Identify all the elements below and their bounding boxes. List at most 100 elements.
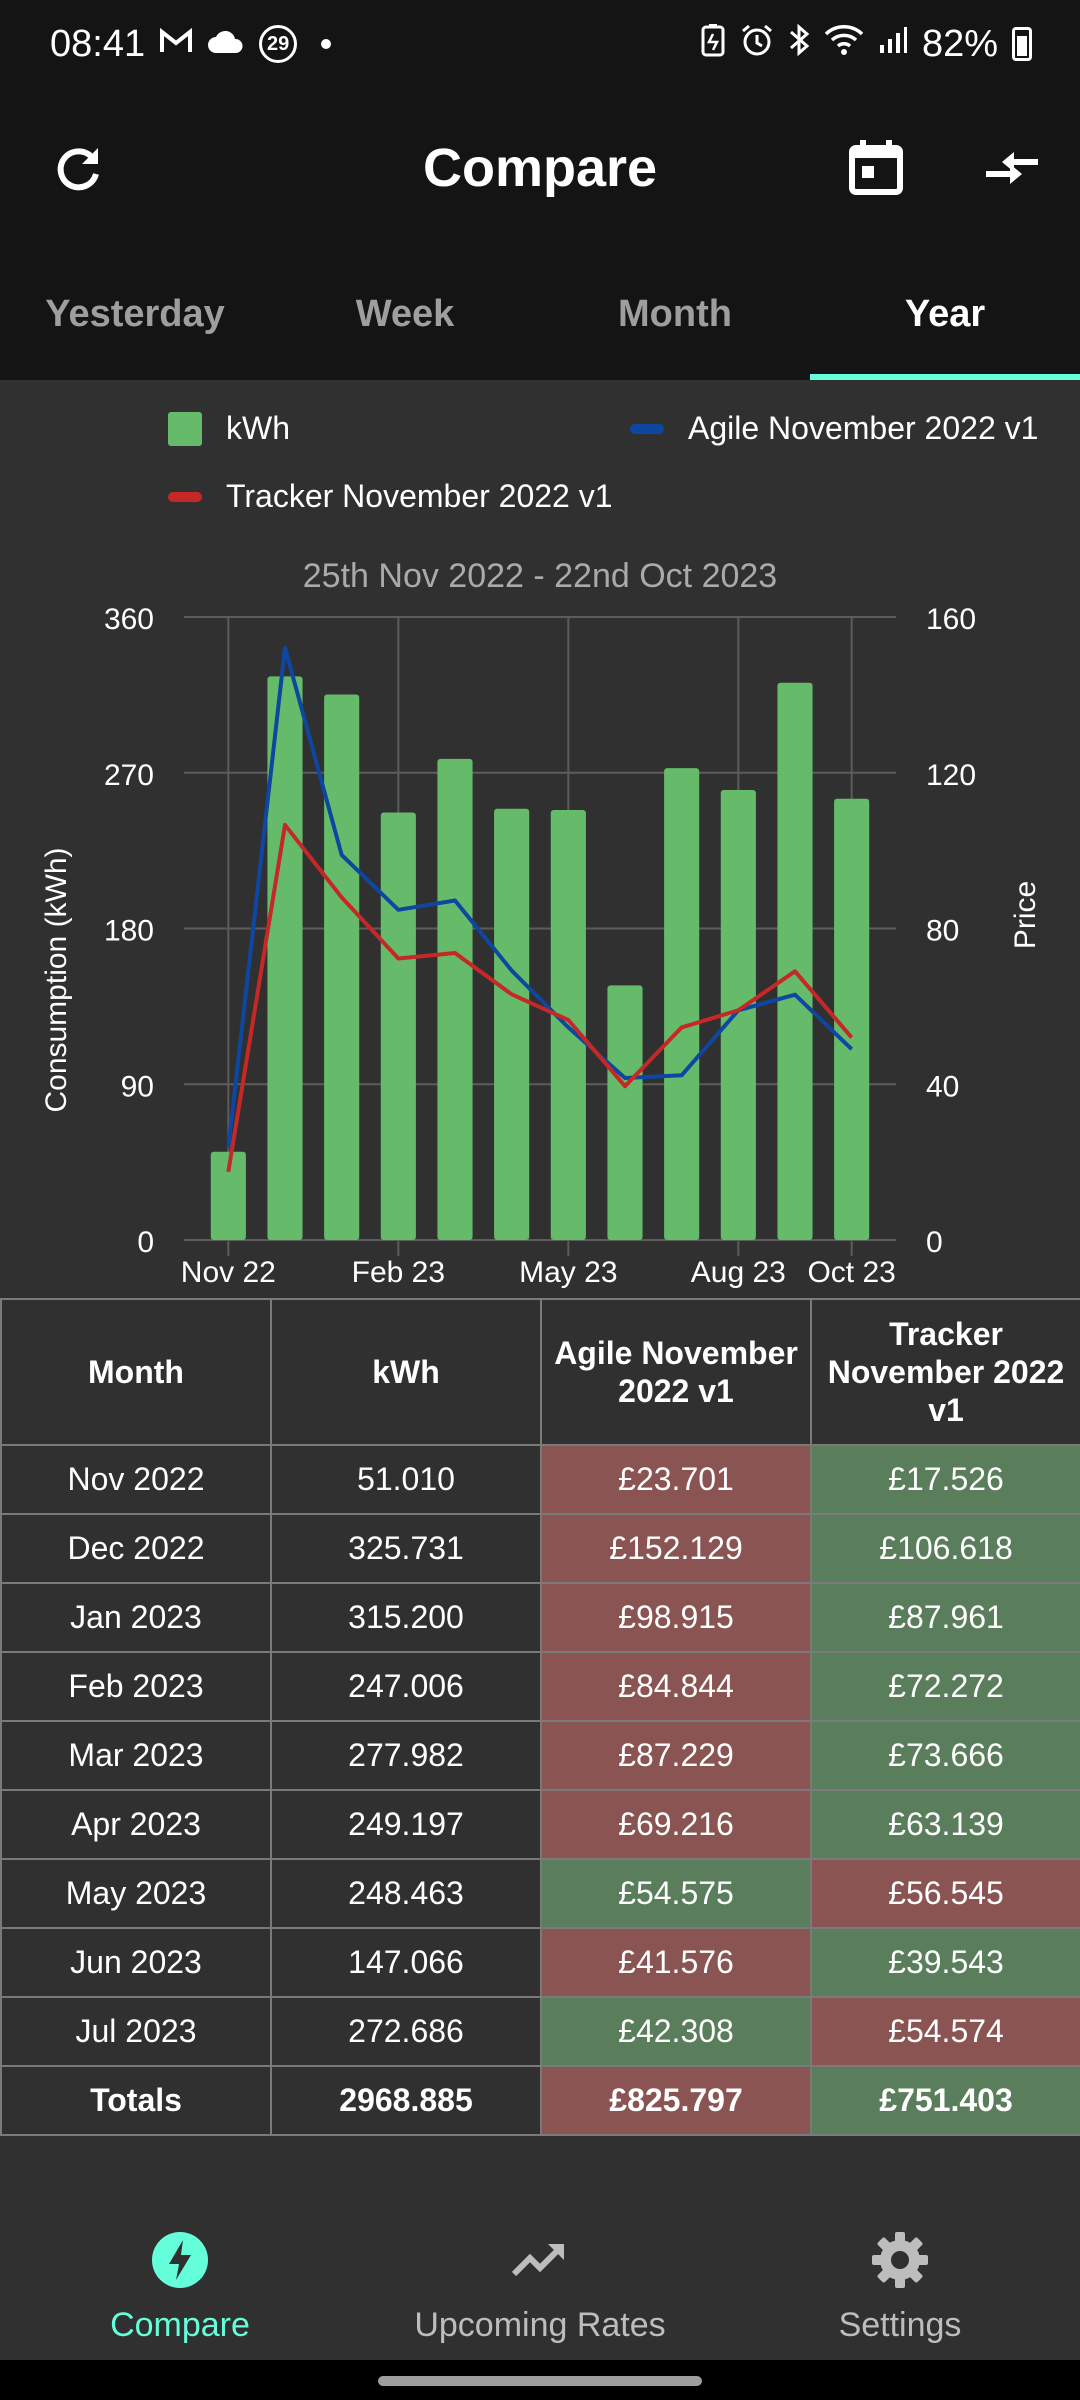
dot-icon: [321, 39, 332, 49]
app-bar: Compare: [0, 88, 1080, 248]
status-time: 08:41: [50, 22, 146, 65]
cell-kwh: 247.006: [270, 1651, 542, 1722]
compare-button[interactable]: [972, 128, 1052, 208]
chart-title: 25th Nov 2022 - 22nd Oct 2023: [303, 557, 777, 595]
cell-kwh: 325.731: [270, 1513, 542, 1584]
tab-label: Month: [618, 292, 732, 335]
cell-month: May 2023: [0, 1858, 272, 1929]
cell-kwh: 272.686: [270, 1996, 542, 2067]
column-header-month[interactable]: Month: [0, 1298, 272, 1446]
cell-month: Dec 2022: [0, 1513, 272, 1584]
tab-week[interactable]: Week: [270, 248, 540, 380]
battery-icon: [1012, 27, 1032, 61]
legend-swatch: [630, 423, 664, 434]
y-tick-label: 90: [121, 1070, 154, 1103]
cell-totals-tracker: £751.403: [810, 2065, 1080, 2136]
bar-kwh: [267, 676, 303, 1240]
cell-tracker-cost: £39.543: [810, 1927, 1080, 1998]
line-agile: [226, 645, 854, 1148]
column-header-agile[interactable]: Agile November 2022 v1: [540, 1298, 812, 1446]
cell-totals-kwh: 2968.885: [270, 2065, 542, 2136]
nav-label: Compare: [110, 2306, 250, 2344]
cell-month: Jan 2023: [0, 1582, 272, 1653]
gesture-bar: [0, 2360, 1080, 2400]
y2-tick-label: 160: [926, 603, 976, 636]
cell-totals-label: Totals: [0, 2065, 272, 2136]
comparison-table: Month kWh Agile November 2022 v1 Tracker…: [0, 1298, 1080, 2136]
gmail-icon: [159, 26, 193, 63]
cell-tracker-cost: £87.961: [810, 1582, 1080, 1653]
column-header-tracker[interactable]: Tracker November 2022 v1: [810, 1298, 1080, 1446]
nav-settings[interactable]: Settings: [720, 2140, 1080, 2360]
cell-month: Jun 2023: [0, 1927, 272, 1998]
battery-percent: 82%: [921, 22, 998, 65]
cell-tracker-cost: £63.139: [810, 1789, 1080, 1860]
bluetooth-icon: [788, 23, 810, 65]
chart-y2label: Price: [1009, 881, 1042, 949]
legend-label: kWh: [226, 410, 290, 446]
cell-tracker-cost: £17.526: [810, 1444, 1080, 1515]
table-row: Nov 2022 51.010 £23.701 £17.526: [0, 1444, 1080, 1515]
cell-month: Feb 2023: [0, 1651, 272, 1722]
x-tick-label: May 23: [519, 1256, 617, 1289]
legend-agile[interactable]: Agile November 2022 v1: [630, 410, 1038, 447]
refresh-button[interactable]: [38, 128, 118, 208]
legend-tracker[interactable]: Tracker November 2022 v1: [168, 478, 613, 515]
table-row: Jun 2023 147.066 £41.576 £39.543: [0, 1927, 1080, 1998]
bar-kwh: [607, 985, 643, 1240]
tab-label: Week: [355, 292, 455, 335]
cell-agile-cost: £69.216: [540, 1789, 812, 1860]
table-row: Jul 2023 272.686 £42.308 £54.574: [0, 1996, 1080, 2067]
cell-month: Nov 2022: [0, 1444, 272, 1515]
bar-kwh: [834, 798, 870, 1240]
tab-label: Yesterday: [45, 292, 225, 335]
cell-month: Mar 2023: [0, 1720, 272, 1791]
bar-kwh: [777, 682, 813, 1240]
nav-label: Settings: [838, 2306, 962, 2344]
tab-year[interactable]: Year: [810, 248, 1080, 380]
cell-kwh: 315.200: [270, 1582, 542, 1653]
table-row: Jan 2023 315.200 £98.915 £87.961: [0, 1582, 1080, 1653]
table-row: Feb 2023 247.006 £84.844 £72.272: [0, 1651, 1080, 1722]
bar-kwh: [437, 758, 473, 1240]
cloud-icon: [207, 26, 245, 63]
status-bar: 08:41 29 82%: [0, 0, 1080, 88]
gear-icon: [870, 2230, 930, 2290]
legend-label: Tracker November 2022 v1: [226, 478, 613, 514]
nav-label: Upcoming Rates: [414, 2306, 666, 2344]
column-header-kwh[interactable]: kWh: [270, 1298, 542, 1446]
table-row: Dec 2022 325.731 £152.129 £106.618: [0, 1513, 1080, 1584]
x-tick-label: Nov 22: [181, 1256, 276, 1289]
y-tick-label: 0: [137, 1226, 154, 1259]
cell-agile-cost: £23.701: [540, 1444, 812, 1515]
bolt-icon: [150, 2230, 210, 2290]
x-tick-label: Aug 23: [691, 1256, 786, 1289]
x-tick-label: Oct 23: [807, 1256, 895, 1289]
legend-kwh[interactable]: kWh: [168, 410, 290, 447]
line-tracker: [226, 822, 854, 1173]
nav-upcoming-rates[interactable]: Upcoming Rates: [360, 2140, 720, 2360]
wifi-icon: [824, 24, 864, 64]
nav-compare[interactable]: Compare: [0, 2140, 360, 2360]
cell-kwh: 248.463: [270, 1858, 542, 1929]
home-gesture-handle[interactable]: [378, 2376, 702, 2386]
calendar-icon: [849, 140, 903, 195]
legend-swatch: [168, 491, 202, 502]
chart-ylabel: Consumption (kWh): [40, 847, 73, 1112]
bottom-navigation: Compare Upcoming Rates Settings: [0, 2140, 1080, 2360]
notification-badge-icon: 29: [259, 25, 298, 63]
tab-yesterday[interactable]: Yesterday: [0, 248, 270, 380]
cell-kwh: 249.197: [270, 1789, 542, 1860]
date-picker-button[interactable]: [836, 128, 916, 208]
cell-kwh: 147.066: [270, 1927, 542, 1998]
alarm-icon: [740, 23, 774, 65]
legend-label: Agile November 2022 v1: [688, 410, 1039, 446]
page-title: Compare: [422, 138, 658, 198]
cell-agile-cost: £54.575: [540, 1858, 812, 1929]
totals-row: Totals 2968.885 £825.797 £751.403: [0, 2065, 1080, 2136]
signal-icon: [878, 25, 908, 63]
bar-kwh: [380, 812, 416, 1240]
tab-month[interactable]: Month: [540, 248, 810, 380]
bar-kwh: [210, 1151, 246, 1240]
period-tabs: Yesterday Week Month Year: [0, 248, 1080, 380]
